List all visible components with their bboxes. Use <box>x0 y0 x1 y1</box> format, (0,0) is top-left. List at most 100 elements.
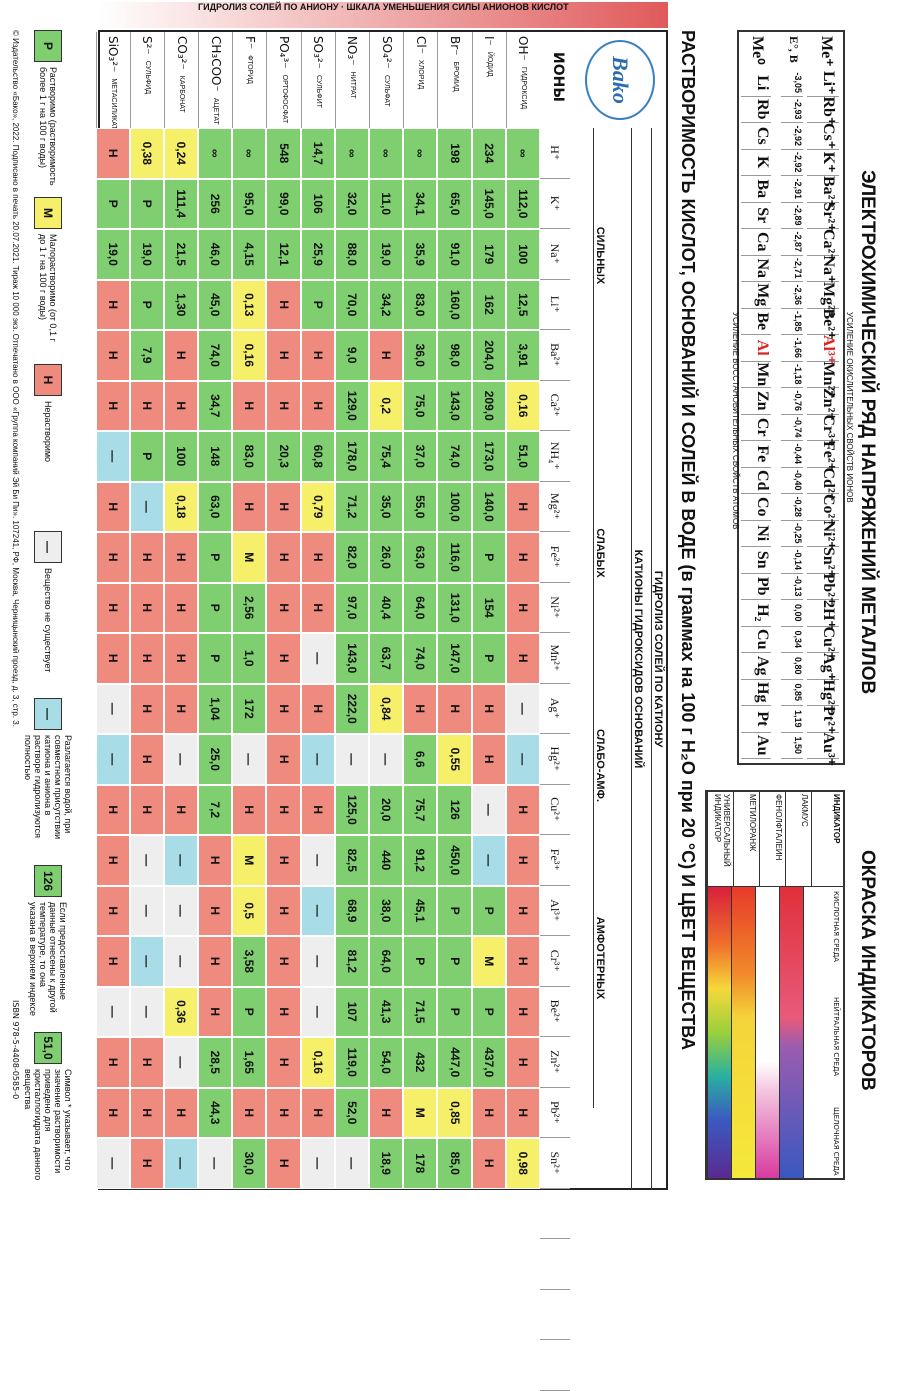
series-ions-row: Li⁺ Rb⁺ Cs⁺ K⁺ Ba²⁺ Sr²⁺ Ca²⁺ Na⁺ Mg²⁺ Be²⁺ Al³⁺ Mn… <box>807 70 839 766</box>
group-weak: СЛАБЫХ <box>593 383 606 723</box>
solubility-cell: 0,18 <box>163 481 199 532</box>
solubility-cell: 41,3 <box>369 986 404 1037</box>
solubility-cell: Н <box>266 380 301 431</box>
solubility-cell: Н <box>95 1037 130 1088</box>
solubility-cell: 99,0 <box>266 178 301 229</box>
solubility-table: ГИДРОЛИЗ СОЛЕЙ ПО КАТИОНУ КАТИОНЫ ГИДРОК… <box>95 30 668 1391</box>
solubility-cell: 432 <box>403 1037 438 1088</box>
anion-row-label: Cl⁻ ХЛОРИД <box>403 32 438 128</box>
cation-header <box>540 1289 570 1340</box>
anion-name: НИТРАТ <box>348 71 356 99</box>
cation-header: Fe²⁺ <box>540 532 570 583</box>
solubility-cell: 0,85 <box>437 1087 472 1138</box>
solubility-cell: 0,16 <box>505 380 540 431</box>
solubility-cell: Н <box>129 633 164 684</box>
solubility-cell: ∞ <box>334 128 370 179</box>
solubility-cell: Н <box>129 532 164 583</box>
series-ion: K⁺ <box>807 149 839 176</box>
solubility-cell: 12,5 <box>505 279 540 330</box>
solubility-cell: — <box>163 885 199 936</box>
anion-formula: F⁻ <box>242 36 257 50</box>
solubility-cell: 4,15 <box>232 229 267 280</box>
series-ion: Ni²⁺ <box>807 520 839 550</box>
solubility-cell: 55,0 <box>403 481 438 532</box>
anion-name: ЙОДИД <box>485 51 493 77</box>
solubility-cell: ∞ <box>198 128 233 179</box>
solubility-cell: Н <box>266 885 301 936</box>
solubility-cell: Н <box>300 532 335 583</box>
solubility-cell: 74,0 <box>198 330 233 381</box>
solubility-cell: 3,91 <box>505 330 540 381</box>
solubility-cell: Н <box>471 1087 506 1138</box>
series-ion: Pt²⁺ <box>807 706 839 734</box>
solubility-cell: Н <box>163 683 199 734</box>
solubility-cell: 71,2 <box>334 481 370 532</box>
series-metal: Rb <box>741 96 771 123</box>
series-metal: Be <box>741 308 771 335</box>
series-ion: Cr³⁺ <box>807 414 839 446</box>
series-potential: -3,05 <box>781 70 803 97</box>
solubility-cell: 19,0 <box>129 229 164 280</box>
solubility-cell: 3,58 <box>232 936 267 987</box>
cation-header: Ag⁺ <box>540 683 570 734</box>
solubility-cell: 35,0 <box>369 481 404 532</box>
solubility-cell: 1,0 <box>232 633 267 684</box>
solubility-cell: 0,2 <box>369 380 404 431</box>
solubility-cell: 0,16 <box>232 330 267 381</box>
solubility-cell: Н <box>266 784 301 835</box>
solubility-cell: — <box>334 734 370 785</box>
solubility-cell: М <box>232 532 267 583</box>
solubility-cell: 548 <box>266 128 301 179</box>
solubility-cell: 19,0 <box>95 229 130 280</box>
solubility-cell: 20,0 <box>369 784 404 835</box>
series-ion: Pb²⁺ <box>807 573 839 605</box>
solubility-cell: 126 <box>437 784 472 835</box>
legend-text: Если предоставленные данные отнесены к д… <box>28 902 68 1016</box>
solubility-cell: Н <box>266 683 301 734</box>
solubility-cell: 88,0 <box>334 229 370 280</box>
anion-name: СУЛЬФИД <box>143 60 151 95</box>
solubility-cell: 91,0 <box>437 229 472 280</box>
series-ion-label: Me⁺ <box>818 36 835 67</box>
anion-row-label: CH₃COO⁻ АЦЕТАТ <box>198 32 233 128</box>
solubility-cell: 75,4 <box>369 431 404 482</box>
solubility-cell: Н <box>95 279 130 330</box>
solubility-cell: 116,0 <box>437 532 472 583</box>
series-metal: Sr <box>741 202 771 229</box>
anion-name: БРОМИД <box>451 61 459 92</box>
solubility-cell: 0,84 <box>369 683 404 734</box>
solubility-cell: 0,36 <box>163 986 199 1037</box>
solubility-cell: 111,4 <box>163 178 199 229</box>
legend-item: — Разлагается водой, при совместном прису… <box>8 698 88 855</box>
solubility-cell: 38,0 <box>369 885 404 936</box>
series-ion: Hg²⁺ <box>807 679 839 713</box>
series-metal: Pb <box>741 573 771 600</box>
solubility-cell: 148 <box>198 431 233 482</box>
anion-formula: SO₃²⁻ <box>311 36 326 70</box>
solubility-cell: 0,79 <box>300 481 335 532</box>
series-potential-label: E°, В <box>787 36 801 63</box>
solubility-cell: Н <box>198 835 233 886</box>
anion-name: ГИДРОКСИД <box>519 66 527 110</box>
solubility-cell: 160,0 <box>437 279 472 330</box>
solubility-cell: 119,0 <box>334 1037 370 1088</box>
solubility-cell: 437,0 <box>471 1037 506 1088</box>
solubility-cell: 46,0 <box>198 229 233 280</box>
legend-text: Нерастворимо <box>43 401 53 463</box>
solubility-cell: 51,0 <box>505 431 540 482</box>
anion-row-label: Br⁻ БРОМИД <box>437 32 472 128</box>
solubility-cell: 75,7 <box>403 784 438 835</box>
solubility-cell: Н <box>129 784 164 835</box>
legend-text: Символ * указывает, что значение раствор… <box>23 1069 73 1181</box>
solubility-cell: Н <box>505 633 540 684</box>
solubility-cell: Н <box>198 986 233 1037</box>
series-metal: Au <box>741 732 771 759</box>
series-metal: Na <box>741 255 771 282</box>
solubility-cell: 91,2 <box>403 835 438 886</box>
series-potential: -2,36 <box>781 282 803 309</box>
solubility-cell: — <box>232 734 267 785</box>
solubility-cell: 52,0 <box>334 1087 370 1138</box>
solubility-cell: ∞ <box>505 128 540 179</box>
solubility-cell: Р <box>129 431 164 482</box>
solubility-cell: — <box>163 1037 199 1088</box>
